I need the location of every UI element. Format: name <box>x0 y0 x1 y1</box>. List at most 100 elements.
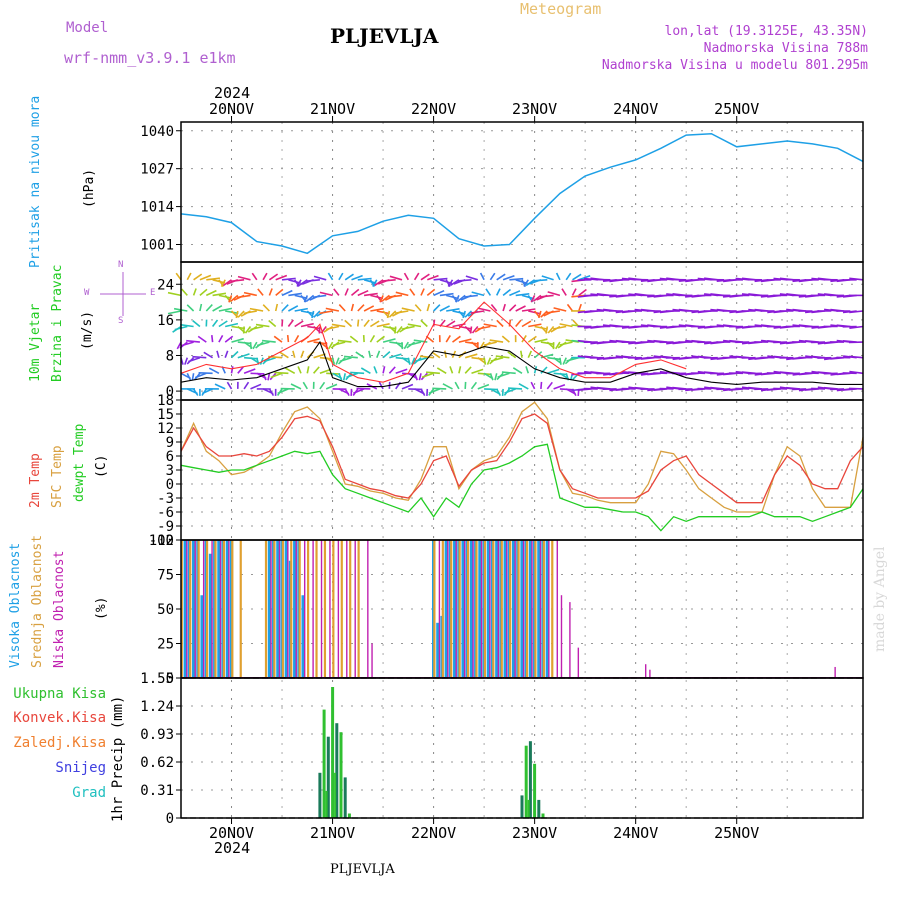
bottom-xtick-label: 23NOV <box>512 824 557 842</box>
wind-barb <box>212 292 227 297</box>
wind-barb <box>339 356 352 363</box>
wind-barb <box>471 368 484 375</box>
wind-barb <box>452 310 466 315</box>
wind-barb <box>413 272 420 281</box>
wind-barb <box>457 294 466 302</box>
temperature-ytick-label: 3 <box>166 463 174 479</box>
wind-barb <box>849 355 864 359</box>
wind-barb <box>508 319 512 327</box>
wind-barb <box>192 288 197 296</box>
wind-barb <box>370 307 384 312</box>
wind-barb <box>495 355 510 359</box>
wind-barb <box>426 288 436 297</box>
precip-ytick-label: 0.31 <box>140 783 174 799</box>
wind-barb <box>523 279 529 287</box>
wind-barb <box>521 294 535 300</box>
wind-barb <box>357 304 365 312</box>
compass-n: N <box>118 260 124 270</box>
wind-barb <box>533 366 538 374</box>
wind-barb <box>231 337 244 343</box>
wind-barb <box>277 388 289 395</box>
wind-barb <box>256 341 270 347</box>
wind-barb <box>502 274 515 281</box>
labels-layer: 1001101410271040081624-12-9-6-3036912151… <box>100 100 759 842</box>
wind-barb <box>281 304 289 312</box>
wind-barb <box>471 291 485 297</box>
wind-barb <box>534 338 548 343</box>
wind-unit: (m/s) <box>80 310 95 350</box>
wind-barb <box>420 273 430 281</box>
sfc-temp-line <box>180 401 864 513</box>
wind-barb <box>494 373 498 381</box>
precip-bar <box>343 777 347 818</box>
wind-barb <box>167 291 182 297</box>
wind-barb <box>181 341 194 347</box>
wind-barb <box>483 341 497 346</box>
wind-barb <box>395 368 408 375</box>
wind-ytick-label: 8 <box>166 348 174 364</box>
wind-barb <box>205 289 217 297</box>
wind-barb <box>420 288 425 296</box>
wind-barb <box>184 357 189 365</box>
wind-barb <box>357 319 360 327</box>
wind-barb <box>445 334 451 343</box>
clouds-ytick-label: 0 <box>166 671 174 687</box>
wind-barb <box>537 310 542 319</box>
precip-ytick-label: 0.62 <box>140 755 174 771</box>
wind-barb <box>559 341 573 346</box>
wind-barb <box>407 323 422 328</box>
wind-barb <box>175 272 182 281</box>
wind-barb <box>431 351 441 359</box>
wind-barb <box>243 368 256 375</box>
compass-w: W <box>84 288 90 298</box>
temperature-ytick-label: -6 <box>157 505 174 521</box>
wind-barb <box>547 325 555 334</box>
wind-barb <box>439 305 450 312</box>
wind-barb <box>432 387 447 390</box>
wind-barb <box>830 388 845 391</box>
pressure-ytick-label: 1001 <box>140 238 174 254</box>
wind-barb <box>344 355 358 359</box>
wind-barb <box>262 339 276 343</box>
wind-barb <box>167 310 182 315</box>
wind-barb <box>230 279 245 283</box>
footer-city: PLJEVLJA <box>330 862 395 877</box>
wind-barb <box>186 304 195 312</box>
temperature-ytick-label: 15 <box>157 407 174 423</box>
wind-barb <box>395 291 409 297</box>
wind-barb <box>199 288 208 297</box>
wind-barb <box>279 351 289 359</box>
wind-barb <box>571 288 577 296</box>
wind-barb <box>534 351 543 359</box>
wind-barb <box>403 341 409 350</box>
wind-barb <box>539 294 554 298</box>
wind-barb <box>244 326 252 334</box>
wind-barb <box>811 387 826 390</box>
wind-barb <box>218 335 224 343</box>
wind-barb <box>270 372 283 379</box>
wind-barb <box>489 373 494 381</box>
wind-barb <box>222 279 232 287</box>
wind-barb <box>300 350 305 358</box>
wind-barb <box>211 319 219 327</box>
precip-bar <box>339 732 343 818</box>
wind-barb <box>565 272 572 281</box>
wind-barb <box>305 294 315 303</box>
legend-snow: Snijeg <box>55 760 106 776</box>
wind-barb <box>427 274 439 281</box>
wind-barb <box>545 326 549 334</box>
precip-bar <box>326 736 330 818</box>
wind-barb <box>346 372 359 379</box>
wind-barb <box>268 319 277 328</box>
wind-barb <box>218 307 233 312</box>
compass-e: E <box>150 288 156 298</box>
wind-barb <box>194 372 207 379</box>
wind-barb <box>268 388 275 397</box>
wind-barb <box>228 295 233 303</box>
wind-barb <box>214 383 226 390</box>
wind-barb <box>432 319 436 327</box>
wind-barb <box>497 372 510 378</box>
wind-barb <box>351 274 363 281</box>
wind-barb <box>224 335 234 343</box>
